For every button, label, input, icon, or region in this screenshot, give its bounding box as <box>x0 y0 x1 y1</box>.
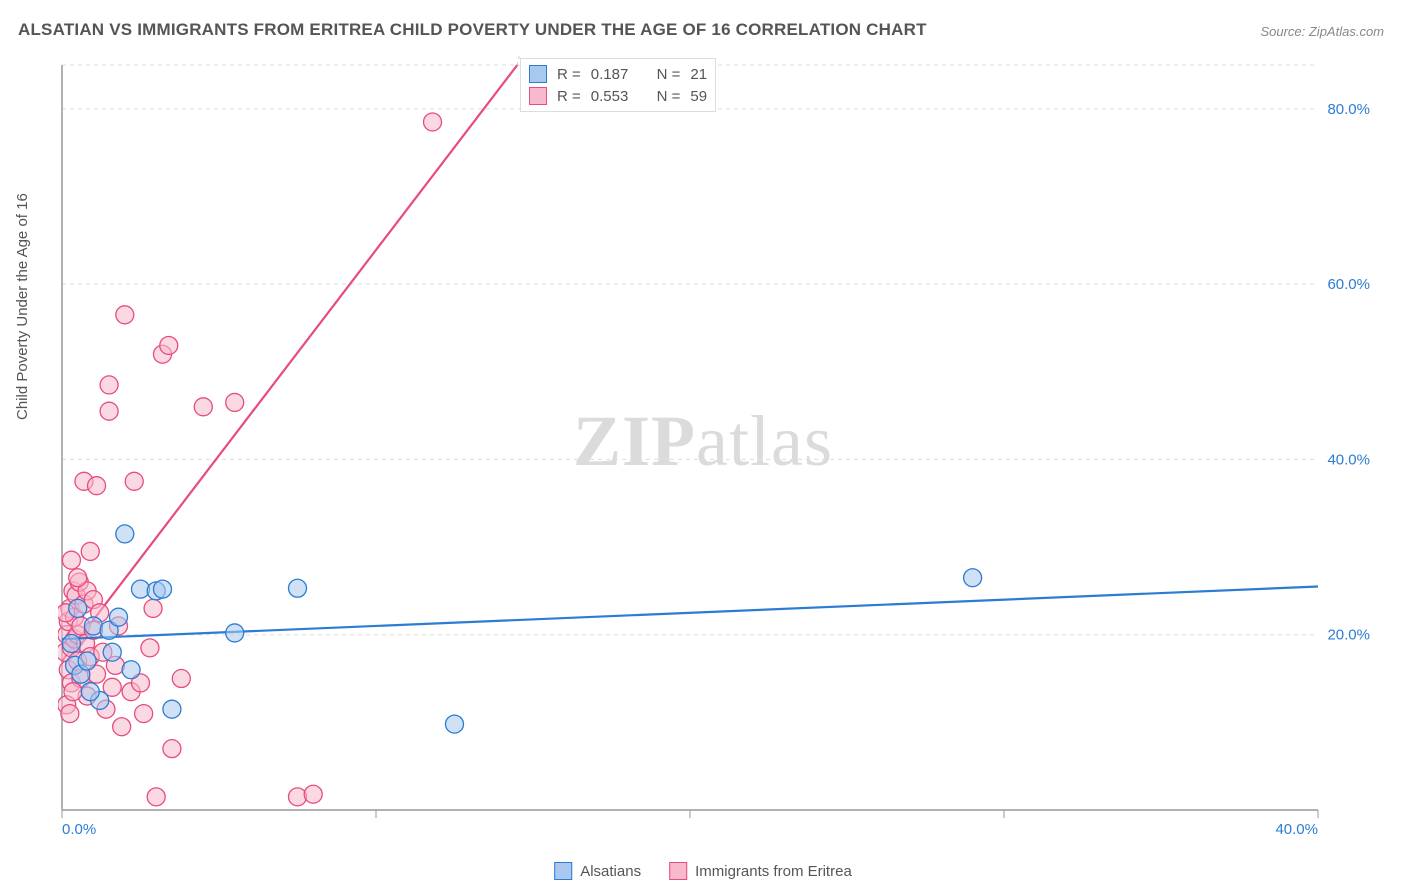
r-value-pink: 0.553 <box>591 88 629 105</box>
svg-text:20.0%: 20.0% <box>1327 627 1370 644</box>
r-label: R = <box>557 88 581 105</box>
legend-stats-row-blue: R = 0.187 N = 21 <box>529 63 707 85</box>
r-value-blue: 0.187 <box>591 66 629 83</box>
y-axis-label: Child Poverty Under the Age of 16 <box>14 193 31 420</box>
svg-text:60.0%: 60.0% <box>1327 276 1370 293</box>
bottom-legend-item-pink: Immigrants from Eritrea <box>669 862 852 880</box>
n-value-blue: 21 <box>690 66 707 83</box>
svg-text:0.0%: 0.0% <box>62 821 96 838</box>
chart-title: ALSATIAN VS IMMIGRANTS FROM ERITREA CHIL… <box>18 20 927 40</box>
source-attribution: Source: ZipAtlas.com <box>1260 24 1384 39</box>
svg-text:40.0%: 40.0% <box>1327 451 1370 468</box>
bottom-legend-item-blue: Alsatians <box>554 862 641 880</box>
legend-stats-row-pink: R = 0.553 N = 59 <box>529 85 707 107</box>
legend-swatch-blue-bottom <box>554 862 572 880</box>
legend-label-pink: Immigrants from Eritrea <box>695 863 852 880</box>
n-label: N = <box>657 88 681 105</box>
bottom-legend: Alsatians Immigrants from Eritrea <box>554 862 852 880</box>
svg-text:40.0%: 40.0% <box>1275 821 1318 838</box>
n-label: N = <box>657 66 681 83</box>
legend-swatch-pink-bottom <box>669 862 687 880</box>
legend-swatch-pink <box>529 87 547 105</box>
legend-swatch-blue <box>529 65 547 83</box>
chart-plot-area: 20.0% 40.0% 60.0% 80.0% 0.0% 40.0% <box>58 55 1378 840</box>
legend-stats-box: R = 0.187 N = 21 R = 0.553 N = 59 <box>520 58 716 112</box>
svg-text:80.0%: 80.0% <box>1327 101 1370 118</box>
r-label: R = <box>557 66 581 83</box>
n-value-pink: 59 <box>690 88 707 105</box>
scatter-plot-svg: 20.0% 40.0% 60.0% 80.0% 0.0% 40.0% <box>58 55 1378 840</box>
legend-label-blue: Alsatians <box>580 863 641 880</box>
